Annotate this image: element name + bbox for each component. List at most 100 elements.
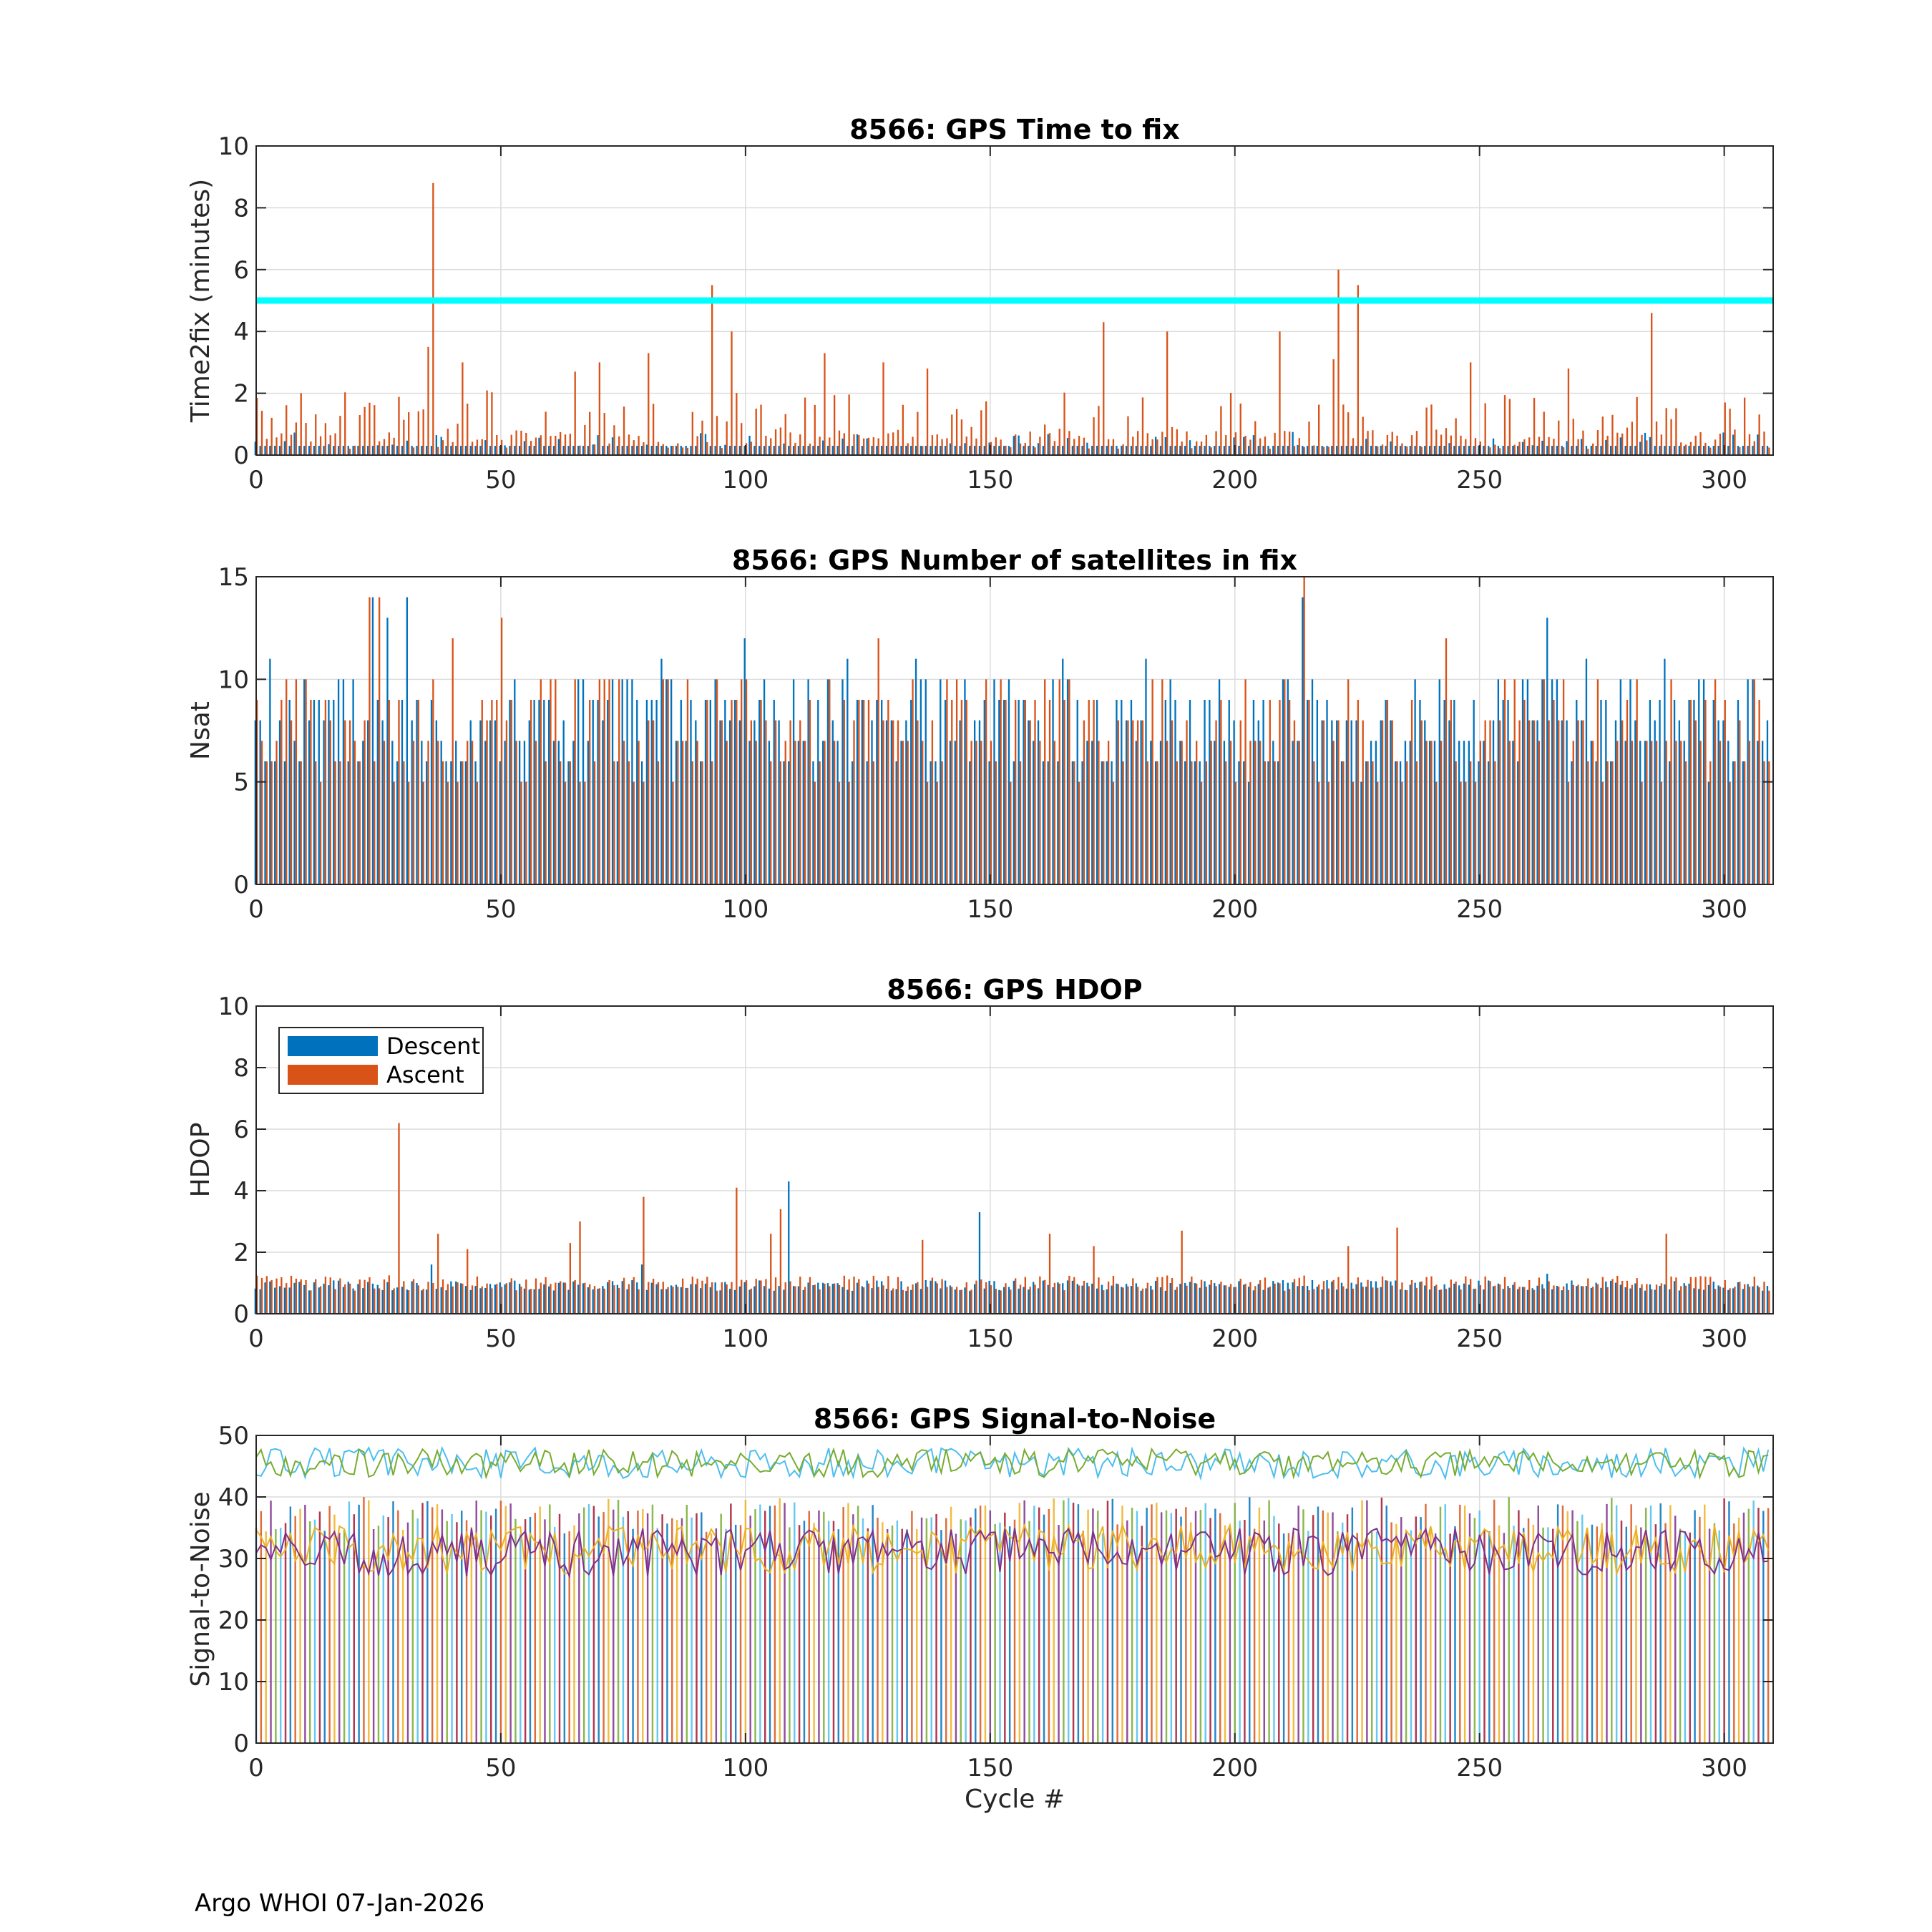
bar-descent — [881, 700, 883, 884]
series-descent — [254, 597, 1769, 884]
bar-ascent — [799, 434, 801, 455]
x-tick-label: 0 — [248, 466, 264, 494]
bar-ascent — [496, 435, 498, 455]
bar-ascent — [755, 409, 757, 455]
bar-descent — [1526, 679, 1529, 884]
bar-descent — [562, 1282, 565, 1314]
snr-bar — [1503, 1533, 1506, 1743]
bar-ascent — [1606, 1287, 1609, 1314]
series-ascent — [256, 182, 1770, 455]
bar-ascent — [1073, 439, 1075, 455]
bar-ascent — [1641, 781, 1643, 884]
bar-descent — [890, 446, 893, 455]
bar-descent — [1502, 446, 1504, 455]
bar-ascent — [1103, 761, 1105, 884]
bar-ascent — [1098, 1277, 1100, 1314]
bar-descent — [1002, 700, 1005, 884]
bar-descent — [631, 446, 633, 455]
bar-descent — [1360, 1282, 1362, 1314]
bar-ascent — [564, 434, 567, 455]
bar-ascent — [1626, 1280, 1629, 1314]
bar-ascent — [353, 741, 356, 884]
bar-ascent — [369, 1277, 371, 1314]
snr-bar — [617, 1499, 620, 1743]
bar-descent — [1698, 1289, 1700, 1314]
bar-ascent — [623, 741, 625, 884]
snr-bar — [696, 1513, 698, 1743]
bar-descent — [504, 445, 506, 455]
bar-descent — [1081, 446, 1083, 455]
bar-ascent — [324, 1277, 327, 1314]
bar-ascent — [1171, 426, 1174, 455]
bar-descent — [328, 444, 330, 455]
snr-bar — [1498, 1525, 1501, 1743]
bar-ascent — [593, 1286, 596, 1314]
bar-ascent — [848, 394, 850, 455]
snr-bar — [1008, 1526, 1011, 1743]
snr-bar — [1473, 1518, 1476, 1743]
bar-descent — [543, 1284, 545, 1314]
snr-bar — [299, 1508, 301, 1743]
bar-descent — [1458, 1285, 1460, 1314]
bar-ascent — [706, 441, 708, 455]
bar-descent — [895, 1289, 897, 1314]
bar-ascent — [858, 1279, 860, 1314]
bar-ascent — [1743, 1284, 1746, 1314]
bar-descent — [1047, 434, 1049, 455]
bar-descent — [1116, 1283, 1118, 1314]
bar-descent — [699, 1288, 702, 1314]
bar-ascent — [843, 433, 845, 455]
bar-descent — [665, 679, 668, 884]
bar-descent — [719, 720, 721, 884]
bar-descent — [1609, 761, 1612, 884]
bar-ascent — [643, 442, 645, 455]
bar-descent — [552, 446, 555, 455]
snr-bar — [333, 1514, 336, 1743]
snr-bar — [769, 1506, 771, 1743]
bar-ascent — [995, 1289, 997, 1314]
bar-ascent — [310, 1290, 312, 1314]
bar-ascent — [496, 1284, 498, 1314]
bar-ascent — [789, 1281, 791, 1314]
snr-bar — [852, 1514, 854, 1743]
bar-descent — [1453, 446, 1455, 455]
bar-descent — [1541, 679, 1543, 884]
bar-ascent — [887, 1276, 889, 1314]
bar-descent — [724, 1282, 726, 1314]
y-tick-label: 10 — [218, 1668, 249, 1697]
bar-ascent — [270, 417, 273, 455]
bar-descent — [788, 761, 790, 884]
bar-ascent — [520, 1287, 522, 1314]
bar-ascent — [648, 1282, 650, 1314]
bar-ascent — [1582, 720, 1584, 884]
bar-ascent — [1015, 1278, 1017, 1314]
bar-descent — [293, 432, 296, 455]
bar-ascent — [530, 1289, 532, 1314]
bar-descent — [1585, 1286, 1588, 1314]
snr-bar — [1317, 1506, 1319, 1743]
bar-descent — [949, 1285, 952, 1314]
bar-ascent — [1205, 761, 1208, 884]
bar-ascent — [1768, 1290, 1770, 1314]
bar-ascent — [1714, 1289, 1717, 1314]
snr-bar — [397, 1510, 399, 1743]
bar-ascent — [1420, 1281, 1423, 1314]
bar-ascent — [1484, 1276, 1486, 1314]
bar-descent — [1145, 658, 1147, 884]
bar-descent — [1159, 1287, 1162, 1314]
bar-descent — [1566, 1283, 1568, 1314]
snr-bar — [1297, 1506, 1299, 1743]
bar-ascent — [1058, 679, 1060, 884]
bar-ascent — [1694, 720, 1697, 884]
bar-descent — [1478, 761, 1480, 884]
bar-ascent — [462, 1283, 464, 1314]
bar-descent — [455, 1281, 457, 1314]
snr-bar — [451, 1513, 453, 1743]
bar-descent — [1052, 446, 1054, 455]
bar-ascent — [1337, 720, 1340, 884]
bar-descent — [675, 741, 678, 884]
bar-descent — [254, 441, 256, 455]
bar-ascent — [1053, 441, 1056, 455]
bar-descent — [523, 741, 526, 884]
bar-descent — [1619, 437, 1621, 455]
